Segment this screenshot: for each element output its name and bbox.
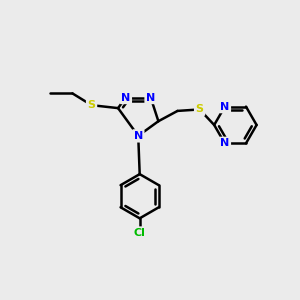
Text: N: N: [121, 92, 130, 103]
Text: N: N: [134, 131, 143, 141]
Text: N: N: [220, 138, 230, 148]
Text: N: N: [146, 92, 155, 103]
Text: N: N: [220, 102, 230, 112]
Text: S: S: [88, 100, 96, 110]
Text: Cl: Cl: [134, 228, 146, 238]
Text: S: S: [196, 104, 204, 114]
